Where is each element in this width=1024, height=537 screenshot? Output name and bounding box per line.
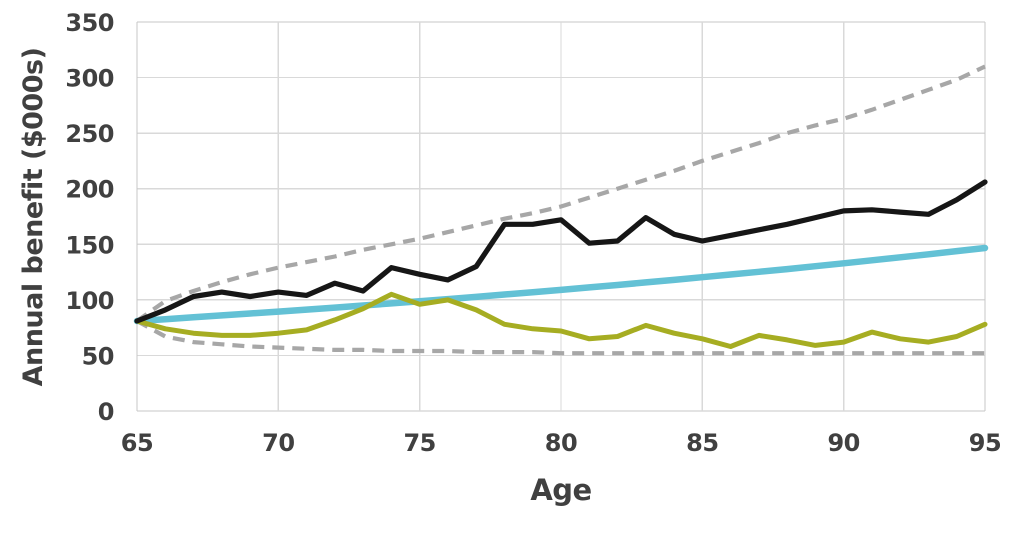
y-tick-label: 50 bbox=[82, 342, 114, 370]
y-axis-title: Annual benefit ($000s) bbox=[18, 48, 49, 387]
y-tick-label: 100 bbox=[65, 287, 114, 315]
black-jagged-line-path bbox=[134, 179, 988, 324]
olive-jagged-line-path bbox=[134, 291, 988, 349]
x-tick-label: 75 bbox=[403, 429, 435, 457]
gridlines bbox=[136, 21, 986, 412]
data-series bbox=[133, 64, 989, 356]
x-axis-title: Age bbox=[530, 473, 591, 507]
y-tick-label: 300 bbox=[65, 65, 114, 93]
x-tick-label: 95 bbox=[969, 429, 1001, 457]
y-tick-label: 0 bbox=[98, 398, 114, 426]
y-tick-label: 350 bbox=[65, 9, 114, 37]
upper-dashed-bound-path bbox=[135, 64, 986, 323]
y-tick-label: 200 bbox=[65, 176, 114, 204]
y-tick-label: 150 bbox=[65, 231, 114, 259]
x-tick-label: 85 bbox=[686, 429, 718, 457]
x-tick-label: 70 bbox=[262, 429, 294, 457]
x-tick-label: 80 bbox=[545, 429, 577, 457]
tick-labels: 0 50 100 150 200 250 300 350 65 70 75 80 85 90 95 bbox=[65, 9, 1001, 457]
y-tick-label: 250 bbox=[65, 120, 114, 148]
teal-smooth-line-path bbox=[133, 244, 989, 325]
lower-dashed-bound-path bbox=[135, 319, 985, 356]
x-tick-label: 90 bbox=[827, 429, 859, 457]
x-tick-label: 65 bbox=[121, 429, 153, 457]
